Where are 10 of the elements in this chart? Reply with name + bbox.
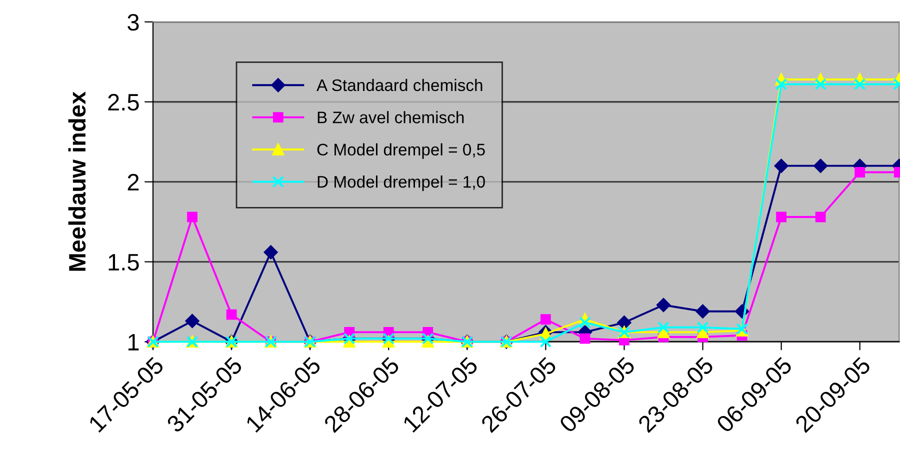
y-tick-label: 2.5 [108,94,139,111]
legend-label: A Standaard chemisch [316,78,482,92]
y-tick-label: 1.5 [108,254,139,271]
legend-label: B Zw avel chemisch [318,111,464,124]
y-tick-label: 1 [128,334,139,350]
legend-label: C Model drempel = 0,5 [317,143,485,159]
y-axis-title: Meeldauw index [68,91,86,271]
y-tick-label: 2 [128,174,139,190]
y-tick-label: 3 [128,14,139,31]
legend-label: D Model drempel = 1,0 [318,175,485,192]
